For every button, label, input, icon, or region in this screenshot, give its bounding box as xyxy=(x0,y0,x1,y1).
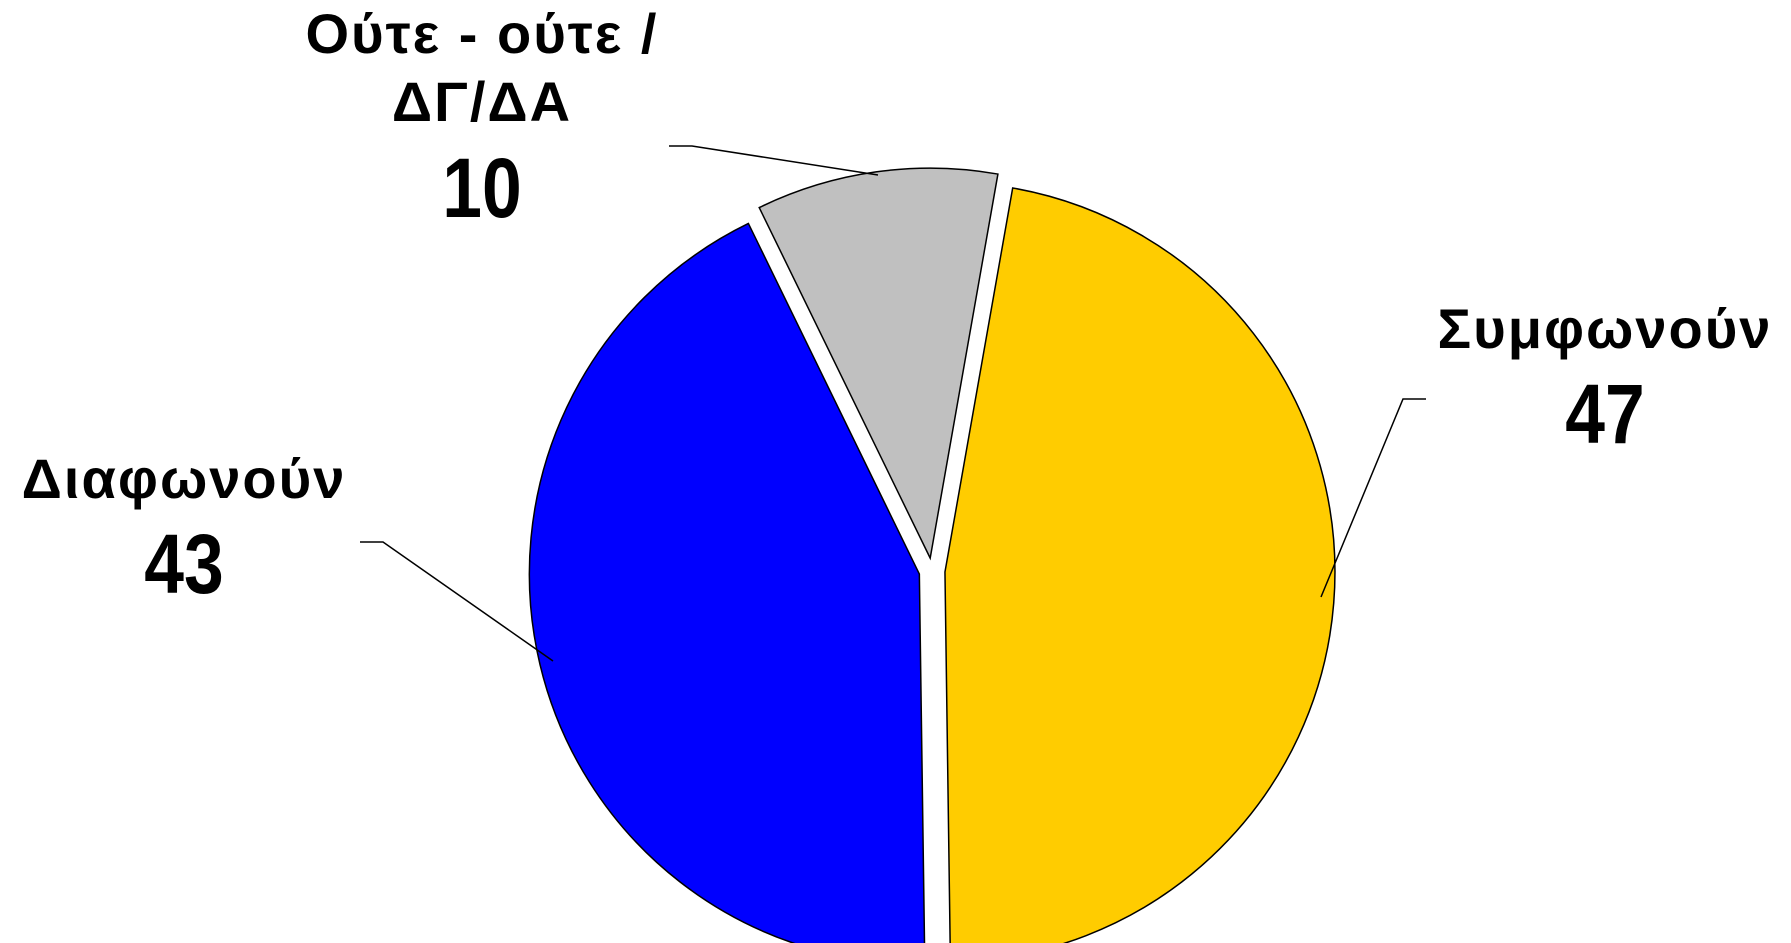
pie-slice xyxy=(944,187,1336,943)
category-label: Διαφωνούν xyxy=(21,447,347,510)
leader-line xyxy=(360,541,554,662)
pie-slice xyxy=(528,222,926,943)
slice-label: Διαφωνούν 43 xyxy=(0,445,374,616)
value-label: 47 xyxy=(1565,367,1645,462)
category-label: Συμφωνούν xyxy=(1437,297,1773,360)
pie-slice xyxy=(758,167,999,561)
value-label: 10 xyxy=(442,140,522,235)
value-label: 43 xyxy=(144,517,224,612)
slice-label: Συμφωνούν 47 xyxy=(1395,295,1791,466)
leader-line xyxy=(1320,398,1426,598)
slice-label: Ούτε - ούτε / ΔΓ/ΔΑ 10 xyxy=(272,0,692,239)
leader-line xyxy=(669,145,879,176)
category-label: Ούτε - ούτε / ΔΓ/ΔΑ xyxy=(305,2,659,134)
